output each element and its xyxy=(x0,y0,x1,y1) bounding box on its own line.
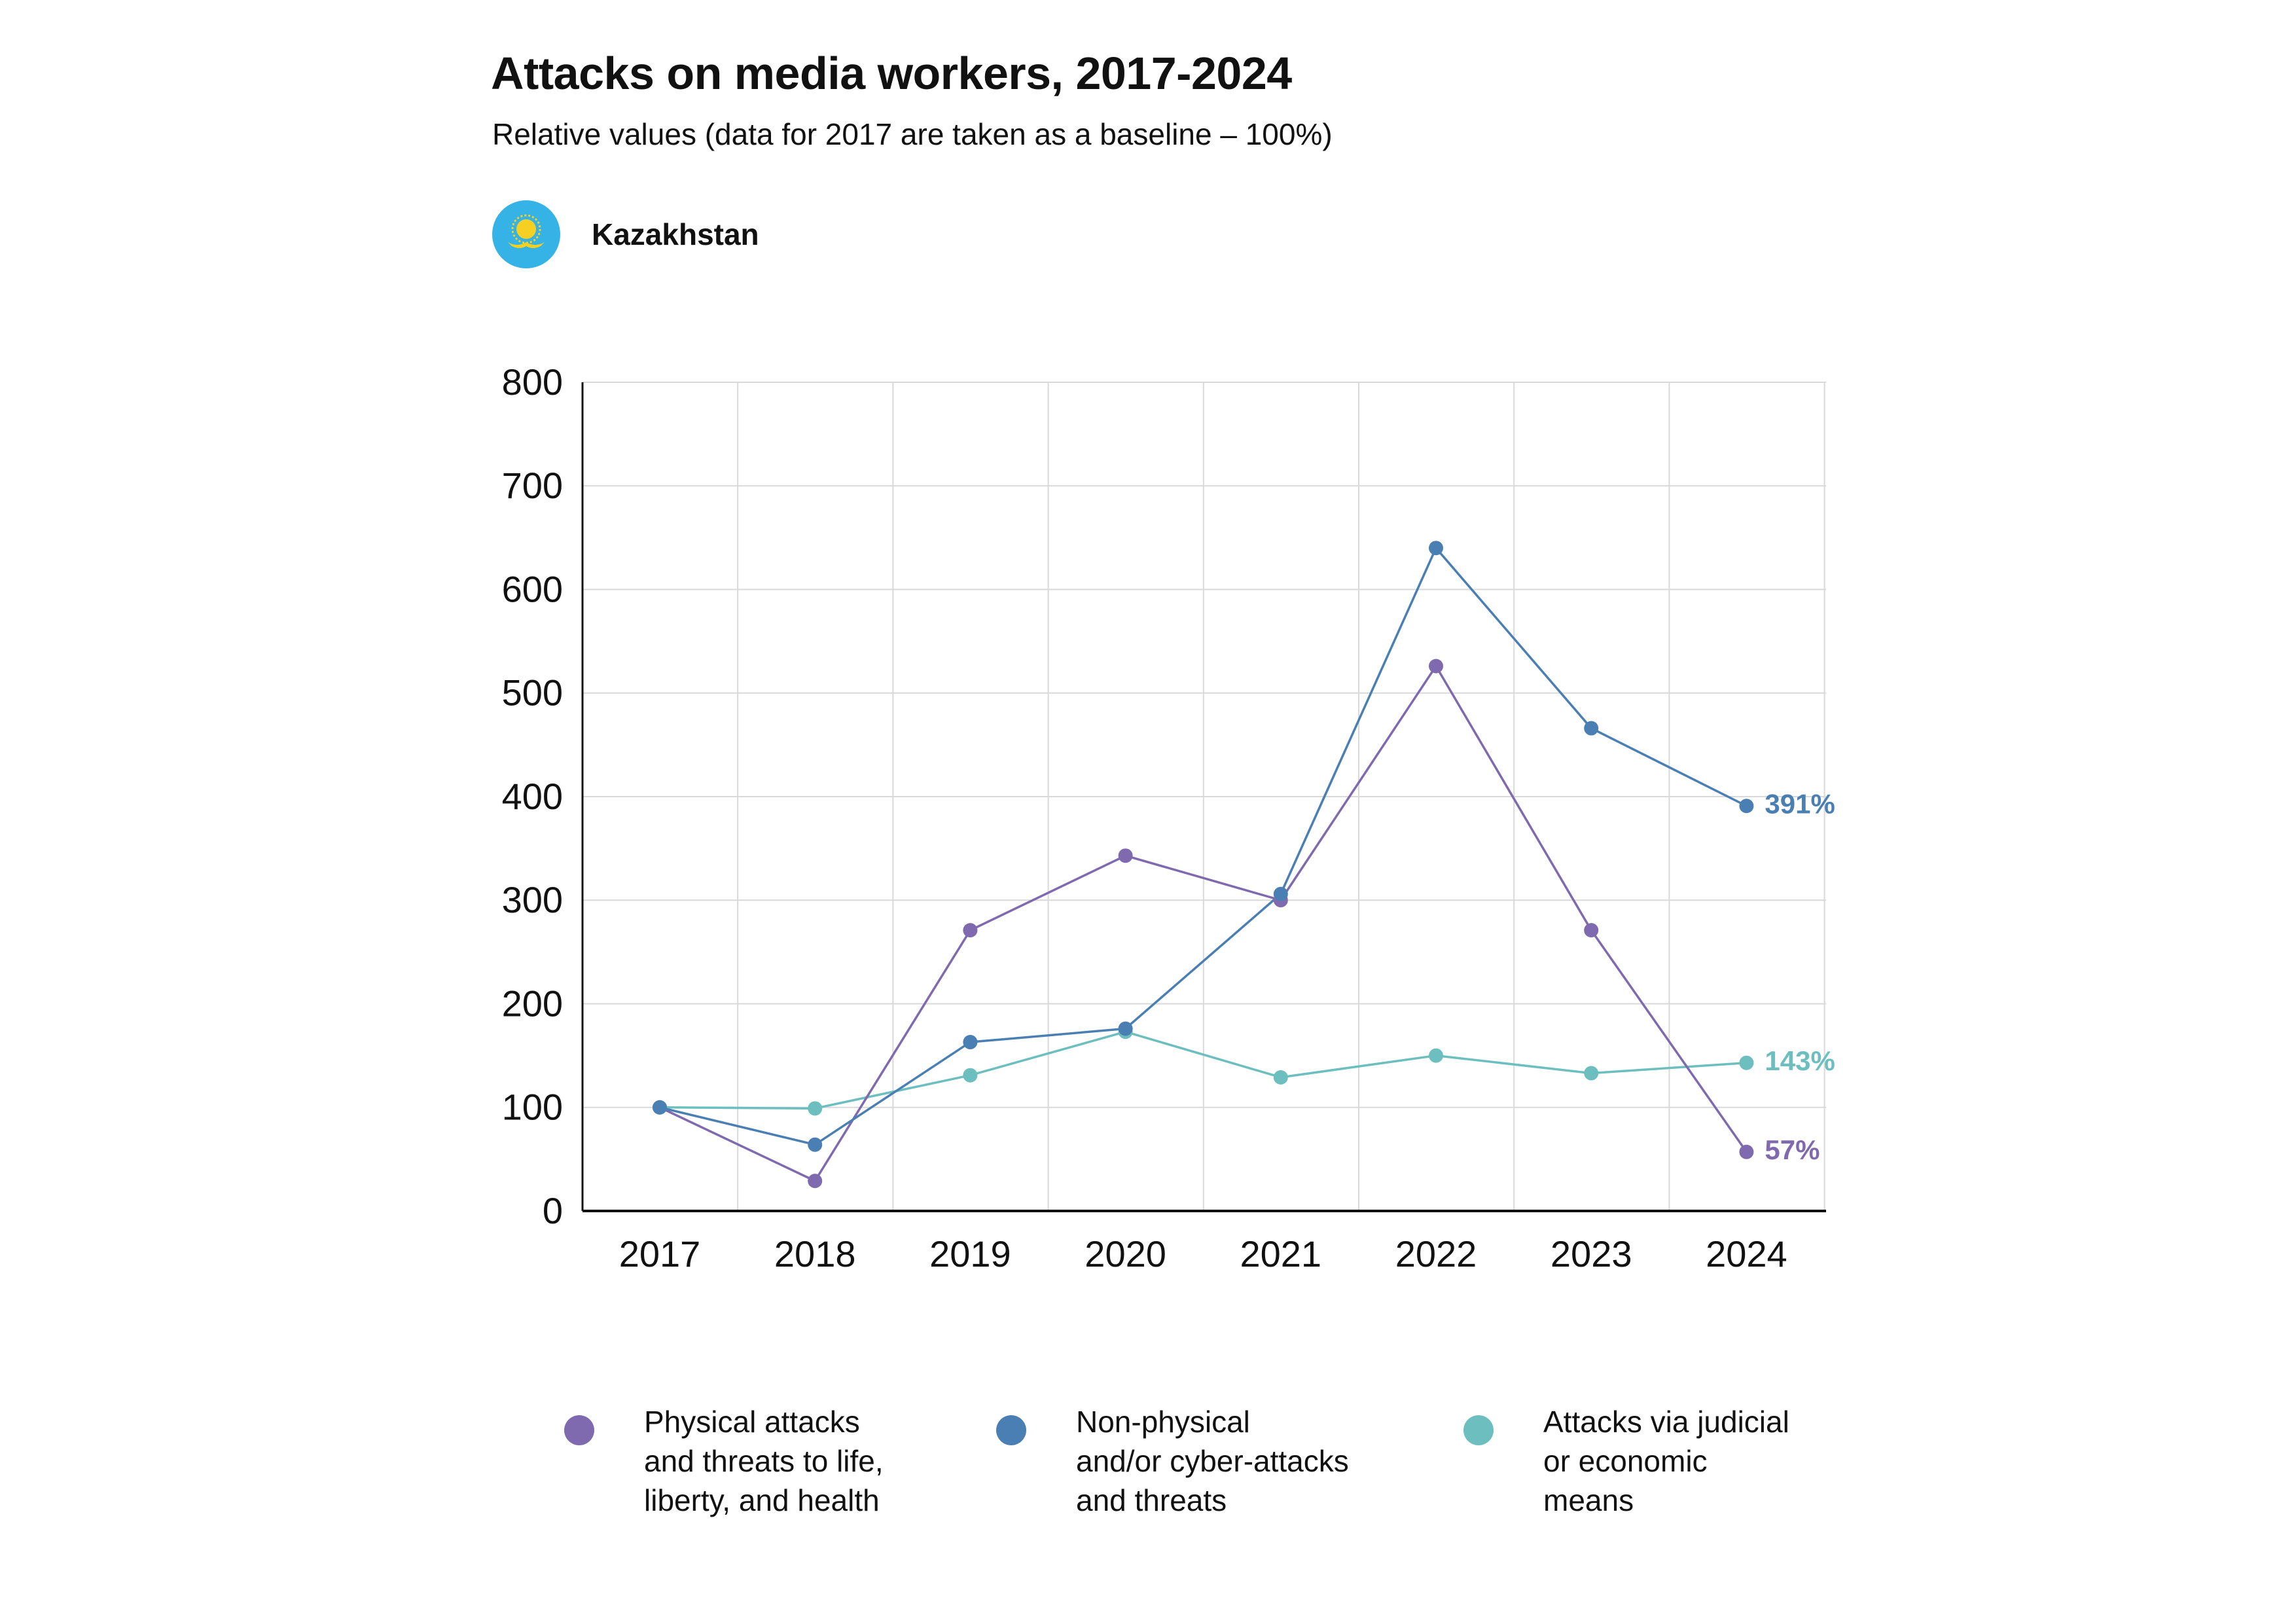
data-point-nonphysical xyxy=(1118,1021,1133,1036)
country-label: Kazakhstan xyxy=(492,200,759,269)
x-tick-label: 2019 xyxy=(929,1233,1011,1274)
data-point-judicial xyxy=(808,1101,823,1116)
x-tick-label: 2024 xyxy=(1706,1233,1787,1274)
kazakhstan-flag-icon xyxy=(492,200,560,268)
country-name: Kazakhstan xyxy=(592,217,759,251)
axes xyxy=(581,382,1826,1212)
y-tick-label: 0 xyxy=(543,1190,563,1231)
data-point-physical xyxy=(1584,923,1599,938)
data-point-judicial xyxy=(1429,1048,1443,1063)
chart-title: Attacks on media workers, 2017-2024 xyxy=(491,48,1292,99)
legend-label-physical: Physical attacks and threats to life, li… xyxy=(644,1405,884,1517)
data-point-nonphysical xyxy=(1429,541,1443,556)
data-point-physical xyxy=(808,1174,823,1189)
end-labels: 143% 57% 391% xyxy=(1765,788,1835,1165)
tick-labels: 0 100 200 300 400 500 600 700 800 2017 2018 2019 202… xyxy=(502,361,1787,1274)
legend-dot-judicial xyxy=(1463,1415,1494,1445)
legend-item-nonphysical: Non-physical and/or cyber-attacks and th… xyxy=(996,1402,1384,1520)
data-point-nonphysical xyxy=(808,1137,823,1152)
legend-item-judicial: Attacks via judicial or economic means xyxy=(1463,1402,1851,1520)
x-tick-label: 2021 xyxy=(1240,1233,1322,1274)
y-tick-label: 700 xyxy=(502,465,563,506)
series-layer xyxy=(653,541,1754,1189)
data-point-physical xyxy=(963,923,978,938)
data-point-nonphysical xyxy=(1273,886,1288,901)
end-label-judicial: 143% xyxy=(1765,1045,1835,1076)
legend-dot-physical xyxy=(564,1415,594,1445)
legend-item-physical: Physical attacks and threats to life, li… xyxy=(564,1402,952,1520)
end-label-nonphysical: 391% xyxy=(1765,788,1835,819)
end-label-physical: 57% xyxy=(1765,1134,1820,1165)
series-line-physical xyxy=(659,664,1748,1182)
data-point-physical xyxy=(1739,1144,1754,1159)
legend-label-nonphysical: Non-physical and/or cyber-attacks and th… xyxy=(1076,1405,1349,1517)
x-tick-label: 2018 xyxy=(774,1233,856,1274)
grid xyxy=(583,382,1826,1211)
legend: Physical attacks and threats to life, li… xyxy=(0,1402,2296,1533)
series-line-nonphysical xyxy=(659,547,1748,1146)
x-tick-label: 2020 xyxy=(1085,1233,1166,1274)
data-point-judicial xyxy=(1739,1055,1754,1070)
y-tick-label: 600 xyxy=(502,568,563,609)
x-tick-label: 2017 xyxy=(619,1233,701,1274)
legend-label-judicial: Attacks via judicial or economic means xyxy=(1543,1405,1789,1517)
y-tick-label: 100 xyxy=(502,1087,563,1128)
data-point-nonphysical xyxy=(1739,799,1754,814)
y-tick-label: 800 xyxy=(502,361,563,403)
data-point-nonphysical xyxy=(963,1035,978,1050)
data-point-nonphysical xyxy=(1584,721,1599,736)
data-point-judicial xyxy=(963,1068,978,1083)
y-tick-label: 200 xyxy=(502,983,563,1024)
series-line-judicial xyxy=(659,1030,1747,1110)
x-tick-label: 2023 xyxy=(1551,1233,1632,1274)
data-point-judicial xyxy=(1273,1070,1288,1085)
x-tick-label: 2022 xyxy=(1395,1233,1477,1274)
legend-dot-nonphysical xyxy=(996,1415,1026,1445)
data-point-physical xyxy=(1429,659,1443,674)
data-point-physical xyxy=(1118,848,1133,863)
y-tick-label: 400 xyxy=(502,776,563,817)
y-tick-label: 300 xyxy=(502,879,563,920)
y-tick-label: 500 xyxy=(502,672,563,713)
data-point-judicial xyxy=(1584,1066,1599,1081)
chart-subtitle: Relative values (data for 2017 are taken… xyxy=(492,117,1333,151)
data-point-nonphysical xyxy=(653,1100,667,1115)
